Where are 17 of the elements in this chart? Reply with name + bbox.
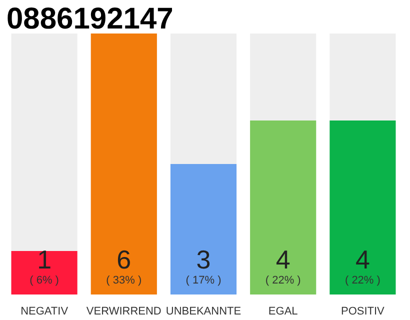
data-label: 3 bbox=[196, 244, 211, 274]
annotation: ( 33% ) bbox=[106, 274, 142, 286]
x-tick-label: UNBEKANNTE bbox=[166, 306, 242, 318]
data-label: 1 bbox=[37, 244, 52, 274]
x-tick-label: VERWIRREND bbox=[86, 306, 162, 318]
chart-title: 0886192147 bbox=[6, 2, 174, 36]
x-tick-label: POSITIV bbox=[341, 306, 386, 318]
annotation: ( 17% ) bbox=[186, 274, 222, 286]
x-tick-label: NEGATIV bbox=[20, 306, 69, 318]
data-label: 6 bbox=[116, 244, 132, 274]
bar bbox=[11, 251, 78, 294]
annotation: ( 22% ) bbox=[265, 274, 301, 286]
annotation: ( 22% ) bbox=[344, 274, 380, 286]
x-tick-label: EGAL bbox=[268, 306, 298, 318]
data-label: 4 bbox=[276, 244, 290, 274]
annotation: ( 6% ) bbox=[30, 274, 59, 286]
data-label: 4 bbox=[355, 244, 370, 274]
